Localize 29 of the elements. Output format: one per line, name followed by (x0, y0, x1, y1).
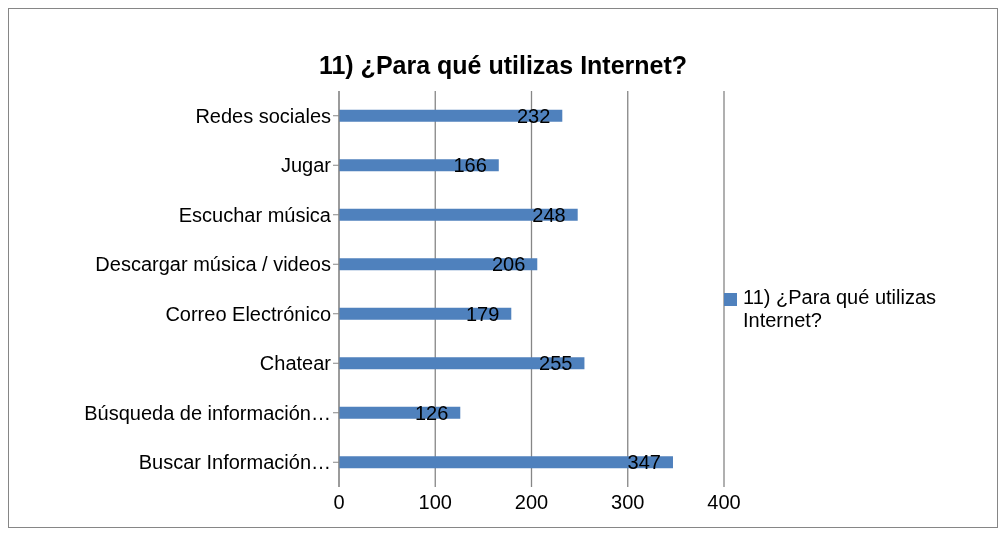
x-tick-label: 0 (333, 491, 345, 514)
bar (339, 456, 673, 469)
y-tick-label: Jugar (280, 154, 332, 177)
chart-title: 11) ¿Para qué utilizas Internet? (317, 51, 689, 80)
legend-label: 11) ¿Para qué utilizas Internet? (743, 286, 938, 332)
x-tick-label: 300 (611, 491, 645, 514)
data-label: 232 (516, 104, 551, 127)
data-label: 179 (465, 302, 500, 325)
y-tick-label: Buscar Información… (138, 451, 331, 474)
y-tick-label: Búsqueda de información… (84, 401, 331, 424)
x-tick-label: 200 (514, 491, 549, 514)
data-label: 206 (491, 253, 526, 276)
data-label: 347 (627, 451, 661, 474)
data-label: 248 (532, 203, 566, 226)
data-label: 255 (539, 352, 573, 375)
bar (339, 307, 512, 320)
y-tick-label: Chatear (259, 352, 332, 375)
bar (339, 258, 538, 271)
bar (339, 109, 563, 122)
bar (339, 357, 585, 370)
x-tick-label: 100 (418, 491, 452, 514)
data-label: 166 (453, 154, 487, 177)
y-tick-label: Descargar música / videos (95, 253, 331, 276)
y-tick-label: Redes sociales (195, 104, 331, 127)
y-tick-label: Escuchar música (178, 203, 332, 226)
bar (339, 208, 578, 221)
x-tick-label: 400 (707, 491, 741, 514)
y-tick-label: Correo Electrónico (165, 302, 331, 325)
data-label: 126 (414, 401, 449, 424)
